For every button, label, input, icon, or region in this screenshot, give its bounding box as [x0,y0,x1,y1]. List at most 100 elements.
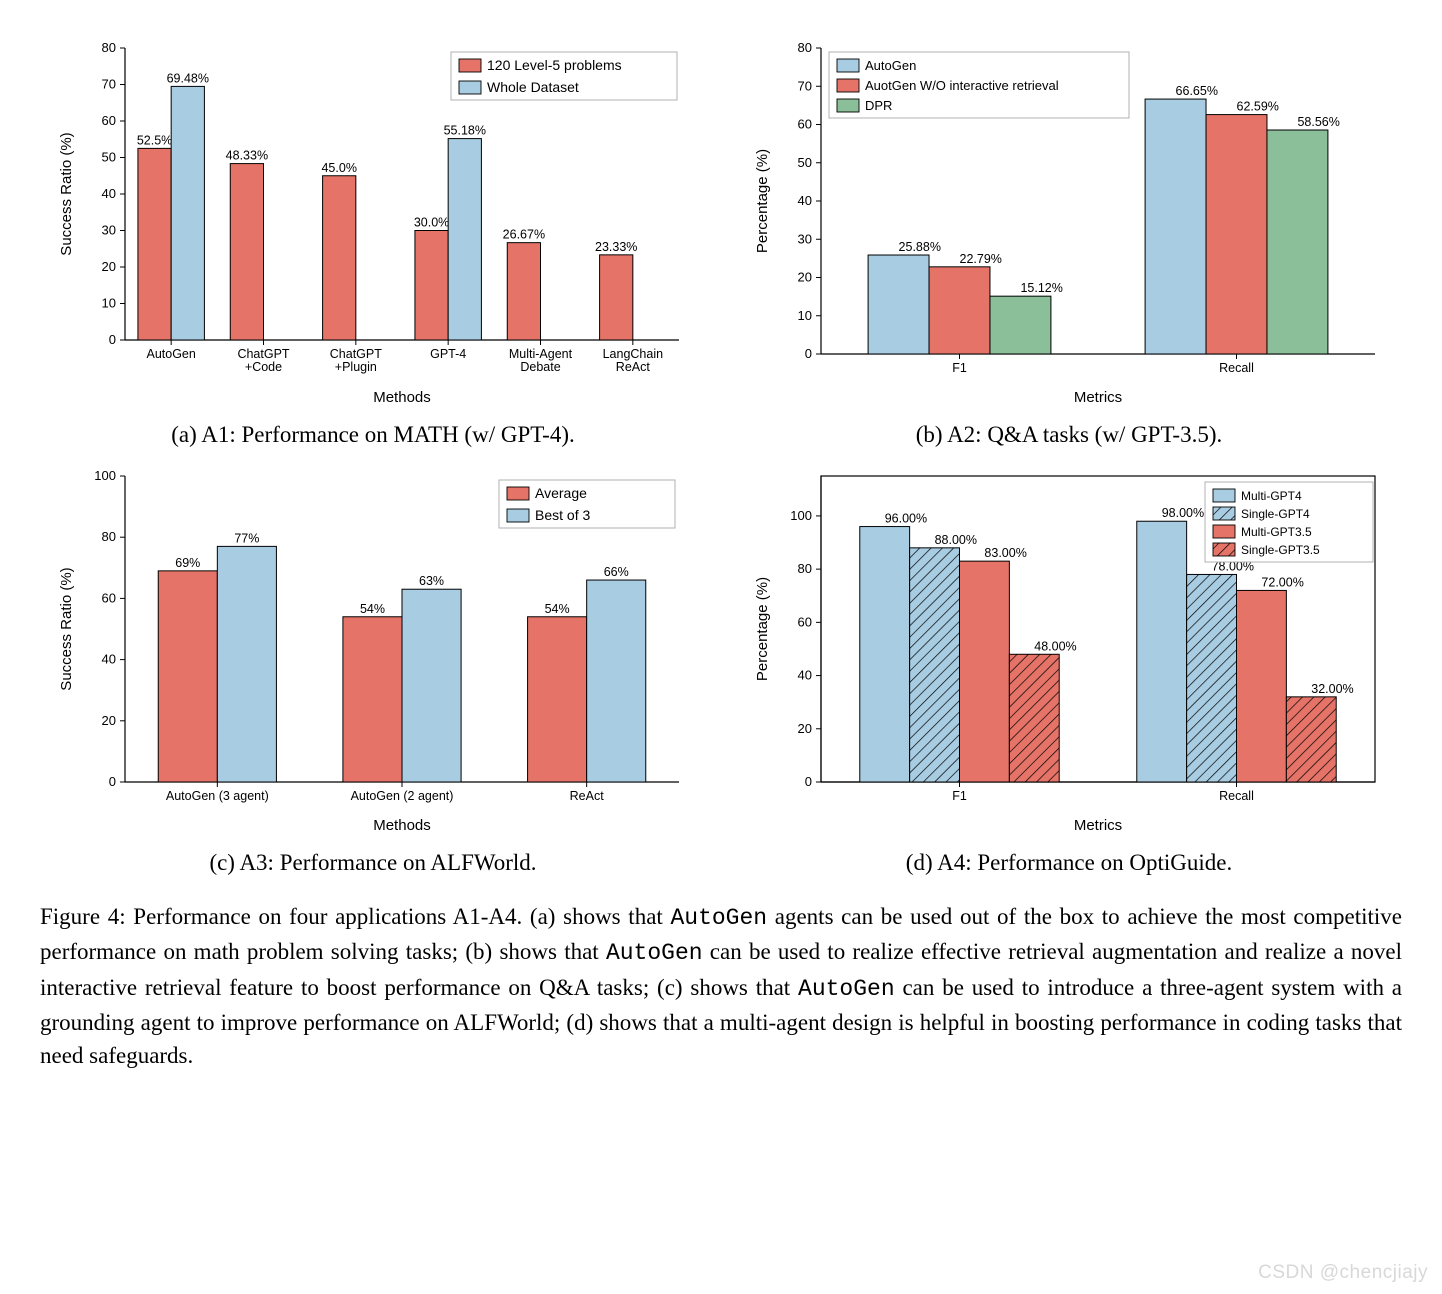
svg-text:58.56%: 58.56% [1297,115,1339,129]
svg-text:40: 40 [798,668,812,683]
svg-text:Metrics: Metrics [1074,817,1122,834]
svg-text:20: 20 [798,721,812,736]
chart-c: 020406080100Success Ratio (%)MethodsAuto… [53,458,693,838]
panel-a: 0 10 20 30 40 50 60 70 80 Success Ratio (%) Method… [40,30,706,448]
svg-text:Methods: Methods [373,817,431,834]
svg-text:Single-GPT4: Single-GPT4 [1241,507,1310,521]
svg-text:83.00%: 83.00% [984,546,1026,560]
svg-text:50: 50 [102,150,116,165]
figure-caption: Figure 4: Performance on four applicatio… [40,900,1402,1073]
svg-text:Recall: Recall [1219,789,1254,803]
svg-text:66.65%: 66.65% [1176,84,1218,98]
svg-text:Methods: Methods [373,389,431,406]
svg-text:Multi-Agent: Multi-Agent [509,347,573,361]
svg-text:0: 0 [109,332,116,347]
svg-text:Percentage (%): Percentage (%) [754,149,771,253]
svg-text:ReAct: ReAct [570,789,605,803]
svg-text:0: 0 [109,774,116,789]
subcaption-a: (a) A1: Performance on MATH (w/ GPT-4). [171,422,575,448]
mono-autogen-1: AutoGen [606,940,703,966]
svg-text:40: 40 [798,193,812,208]
svg-text:69%: 69% [175,556,200,570]
svg-text:Best of 3: Best of 3 [535,507,590,523]
svg-text:10: 10 [102,296,116,311]
svg-text:60: 60 [798,117,812,132]
svg-text:40: 40 [102,652,116,667]
chart-d: 020406080100Percentage (%)MetricsF196.00… [749,458,1389,838]
svg-text:80: 80 [102,529,116,544]
svg-text:20: 20 [798,270,812,285]
svg-text:30.0%: 30.0% [414,216,449,230]
svg-text:72.00%: 72.00% [1261,575,1303,589]
svg-text:88.00%: 88.00% [935,533,977,547]
svg-text:Average: Average [535,485,587,501]
svg-text:Multi-GPT3.5: Multi-GPT3.5 [1241,525,1312,539]
svg-text:50: 50 [798,155,812,170]
svg-text:25.88%: 25.88% [899,240,941,254]
chart-a: 0 10 20 30 40 50 60 70 80 Success Ratio (%) Method… [53,30,693,410]
svg-text:63%: 63% [419,574,444,588]
svg-text:AutoGen: AutoGen [146,347,195,361]
svg-text:Multi-GPT4: Multi-GPT4 [1241,489,1302,503]
svg-text:100: 100 [790,508,812,523]
caption-label: Figure 4: [40,904,126,929]
panel-d: 020406080100Percentage (%)MetricsF196.00… [736,458,1402,876]
svg-text:30: 30 [102,223,116,238]
svg-text:AuotGen W/O interactive retrie: AuotGen W/O interactive retrieval [865,78,1059,93]
svg-text:Recall: Recall [1219,361,1254,375]
svg-text:80: 80 [798,561,812,576]
svg-text:Metrics: Metrics [1074,389,1122,406]
svg-text:60: 60 [102,113,116,128]
svg-text:32.00%: 32.00% [1311,682,1353,696]
svg-text:54%: 54% [545,602,570,616]
watermark: CSDN @chencjiajy [1258,1262,1428,1284]
chart-b: 01020304050607080Percentage (%)MetricsF1… [749,30,1389,410]
figure-grid: 0 10 20 30 40 50 60 70 80 Success Ratio (%) Method… [40,30,1402,876]
svg-text:Success Ratio (%): Success Ratio (%) [58,132,75,255]
svg-text:15.12%: 15.12% [1020,281,1062,295]
panel-b: 01020304050607080Percentage (%)MetricsF1… [736,30,1402,448]
svg-text:AutoGen: AutoGen [865,58,916,73]
svg-text:AutoGen (2 agent): AutoGen (2 agent) [351,789,454,803]
svg-text:LangChain: LangChain [603,347,664,361]
svg-text:22.79%: 22.79% [960,252,1002,266]
svg-text:55.18%: 55.18% [444,124,486,138]
svg-text:70: 70 [798,78,812,93]
svg-text:66%: 66% [604,565,629,579]
svg-text:Whole Dataset: Whole Dataset [487,79,579,95]
svg-text:48.00%: 48.00% [1034,639,1076,653]
svg-text:45.0%: 45.0% [321,161,356,175]
subcaption-b: (b) A2: Q&A tasks (w/ GPT-3.5). [916,422,1222,448]
svg-text:80: 80 [102,40,116,55]
svg-text:96.00%: 96.00% [885,512,927,526]
subcaption-d: (d) A4: Performance on OptiGuide. [906,850,1232,876]
svg-text:F1: F1 [952,361,967,375]
svg-text:40: 40 [102,186,116,201]
svg-text:F1: F1 [952,789,967,803]
svg-text:52.5%: 52.5% [137,133,172,147]
svg-text:ChatGPT: ChatGPT [330,347,382,361]
svg-text:54%: 54% [360,602,385,616]
svg-text:Debate: Debate [520,360,560,374]
svg-text:GPT-4: GPT-4 [430,347,466,361]
svg-text:Single-GPT3.5: Single-GPT3.5 [1241,543,1320,557]
svg-text:20: 20 [102,259,116,274]
svg-text:100: 100 [94,468,116,483]
svg-text:Percentage (%): Percentage (%) [754,577,771,681]
svg-text:0: 0 [805,346,812,361]
svg-text:+Code: +Code [245,360,282,374]
svg-text:ReAct: ReAct [616,360,651,374]
svg-text:69.48%: 69.48% [167,71,209,85]
svg-text:30: 30 [798,231,812,246]
svg-text:ChatGPT: ChatGPT [237,347,289,361]
panel-c: 020406080100Success Ratio (%)MethodsAuto… [40,458,706,876]
svg-text:80: 80 [798,40,812,55]
svg-text:70: 70 [102,77,116,92]
svg-text:+Plugin: +Plugin [335,360,377,374]
svg-text:120 Level-5 problems: 120 Level-5 problems [487,57,622,73]
subcaption-c: (c) A3: Performance on ALFWorld. [209,850,536,876]
caption-text-0: Performance on four applications A1-A4. … [133,904,670,929]
svg-text:62.59%: 62.59% [1237,100,1279,114]
svg-text:26.67%: 26.67% [503,228,545,242]
svg-text:48.33%: 48.33% [226,149,268,163]
